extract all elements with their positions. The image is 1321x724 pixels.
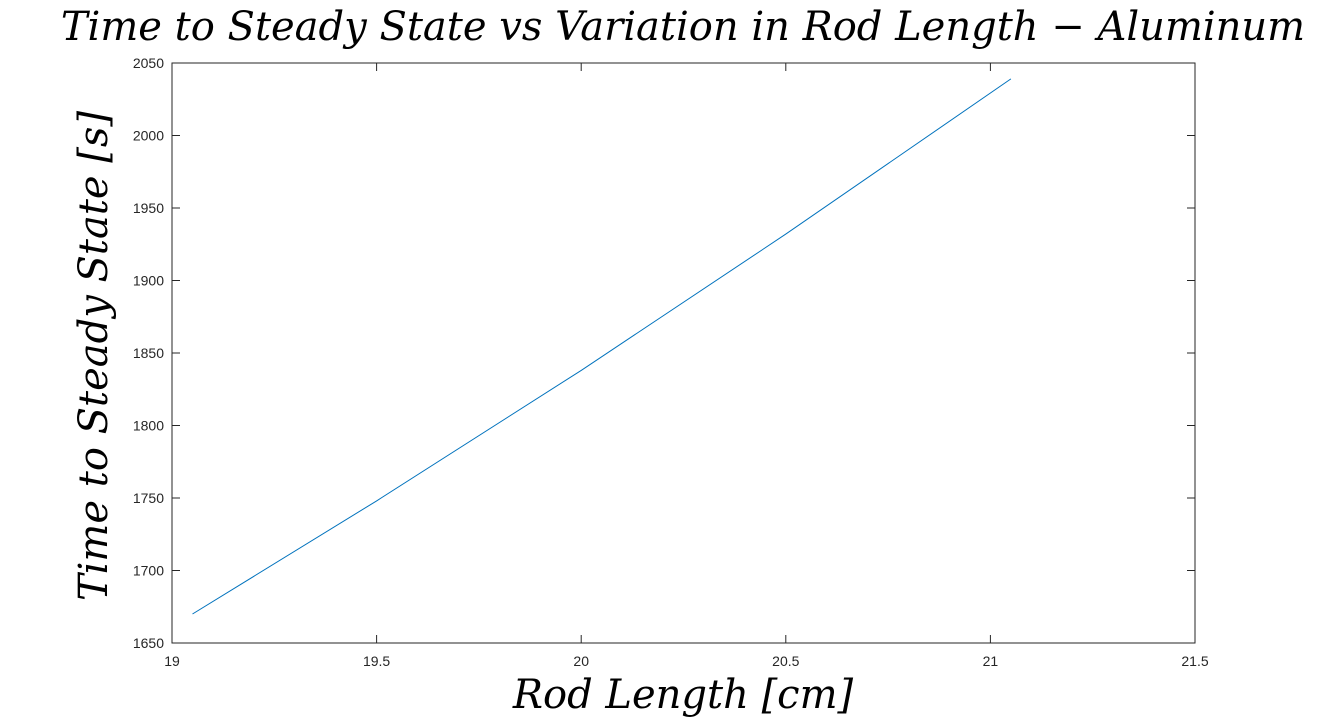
y-tick-label: 1850 <box>133 345 164 361</box>
x-axis-ticks: 19 19.5 20 20.5 21 21.5 <box>164 63 1209 669</box>
y-tick-label: 2000 <box>133 128 164 144</box>
y-tick-label: 1650 <box>133 635 164 651</box>
x-tick-label: 20 <box>573 653 589 669</box>
x-tick-label: 19 <box>164 653 180 669</box>
y-axis-ticks: 1650 1700 1750 1800 1850 1900 1950 2000 2050 <box>133 55 1195 651</box>
axes-box <box>171 62 1196 644</box>
y-tick-label: 2050 <box>133 55 164 71</box>
y-axis-label: Time to Steady State [s] <box>71 111 117 601</box>
series-layer <box>192 78 1012 615</box>
y-tick-label: 1900 <box>133 273 164 289</box>
y-tick-label: 1750 <box>133 490 164 506</box>
x-tick-label: 20.5 <box>772 653 799 669</box>
y-tick-label: 1950 <box>133 200 164 216</box>
plot-area: 19 19.5 20 20.5 21 21.5 165017001750180018501… <box>133 55 1209 669</box>
x-tick-label: 21 <box>983 653 999 669</box>
x-tick-label: 19.5 <box>363 653 390 669</box>
y-tick-label: 1700 <box>133 563 164 579</box>
series-line <box>192 78 1012 615</box>
x-tick-label: 21.5 <box>1181 653 1208 669</box>
chart-title: Time to Steady State vs Variation in Rod… <box>61 4 1305 50</box>
x-axis-label: Rod Length [cm] <box>512 672 854 718</box>
y-tick-label: 1800 <box>133 418 164 434</box>
